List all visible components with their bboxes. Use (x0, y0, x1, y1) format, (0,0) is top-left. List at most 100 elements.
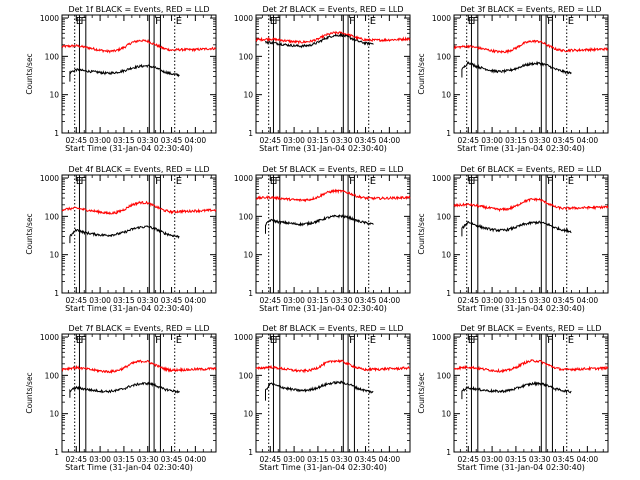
plot-frame (61, 14, 217, 134)
x-tick-label: 03:45 (355, 296, 377, 305)
y-tick-label: 10 (441, 251, 451, 260)
lld-series-line (453, 358, 609, 374)
panel-title: Det 9f BLACK = Events, RED = LLD (460, 324, 601, 333)
y-tick-label: 1000 (234, 174, 253, 183)
x-tick-label: 03:00 (89, 455, 111, 464)
x-tick-label: 03:15 (307, 136, 329, 145)
x-tick-label: 04:00 (379, 296, 401, 305)
x-tick-label: 03:45 (355, 455, 377, 464)
events-series-line (69, 225, 180, 244)
events-series-line (461, 60, 572, 78)
plot-frame (61, 174, 217, 294)
y-tick-label: 1000 (432, 14, 451, 23)
plot-frame (255, 174, 411, 294)
detector-panel-6: Det 6f BLACK = Events, RED = LLD 1 10 100 10… (417, 165, 609, 313)
y-tick-label: 1 (446, 289, 451, 298)
x-tick-label: 03:30 (331, 455, 353, 464)
x-tick-label: 03:15 (505, 455, 527, 464)
x-tick-label: 03:45 (553, 296, 575, 305)
y-tick-label: 100 (239, 212, 254, 221)
y-tick-label: 10 (49, 91, 59, 100)
y-tick-label: 100 (45, 212, 60, 221)
x-tick-label: 03:45 (355, 136, 377, 145)
x-tick-label: 03:30 (331, 296, 353, 305)
y-tick-label: 100 (45, 371, 60, 380)
events-series-line (461, 381, 572, 400)
y-tick-label: 1000 (234, 14, 253, 23)
x-tick-label: 03:45 (161, 136, 183, 145)
detector-panel-2: Det 2f BLACK = Events, RED = LLD 1 10 100 10… (234, 5, 411, 153)
x-tick-label: 03:45 (161, 455, 183, 464)
time-marker-label: E (270, 176, 276, 187)
events-series-line (461, 220, 572, 237)
y-tick-label: 10 (441, 91, 451, 100)
y-tick-label: 100 (45, 52, 60, 61)
y-axis-label: Counts/sec (25, 372, 34, 413)
events-series-line (69, 381, 180, 398)
y-tick-label: 100 (239, 371, 254, 380)
time-marker-label: F (472, 16, 478, 27)
x-axis-label: Start Time (31-Jan-04 02:30:40) (457, 463, 585, 472)
x-axis-label: Start Time (31-Jan-04 02:30:40) (259, 144, 387, 153)
x-tick-label: 03:45 (553, 455, 575, 464)
events-series-line (265, 214, 374, 234)
time-marker-label: E (76, 176, 82, 187)
y-axis-label: Counts/sec (25, 213, 34, 254)
time-marker-label: F (547, 176, 553, 187)
events-series-line (265, 32, 374, 49)
time-marker-label: E (176, 16, 182, 27)
plot-frame (453, 174, 609, 294)
plot-frame (453, 14, 609, 134)
x-axis-label: Start Time (31-Jan-04 02:30:40) (259, 304, 387, 313)
x-tick-label: 02:45 (65, 296, 87, 305)
plot-frame (453, 333, 609, 453)
panel-title: Det 2f BLACK = Events, RED = LLD (262, 5, 403, 14)
y-tick-label: 100 (437, 371, 452, 380)
lld-series-line (255, 358, 411, 374)
plot-frame (255, 333, 411, 453)
time-marker-label: E (270, 16, 276, 27)
events-series-line (69, 63, 180, 82)
lld-series-line (255, 30, 411, 45)
detector-panel-4: Det 4f BLACK = Events, RED = LLD 1 10 100 10… (25, 165, 217, 313)
time-marker-label: F (547, 16, 553, 27)
time-marker-label: F (274, 176, 280, 187)
time-marker-label: E (76, 16, 82, 27)
y-tick-label: 10 (243, 91, 253, 100)
panel-title: Det 5f BLACK = Events, RED = LLD (262, 165, 403, 174)
y-tick-label: 1000 (432, 174, 451, 183)
panel-title: Det 7f BLACK = Events, RED = LLD (68, 324, 209, 333)
x-tick-label: 03:15 (113, 136, 135, 145)
time-marker-label: F (472, 176, 478, 187)
x-tick-label: 03:30 (137, 455, 159, 464)
x-tick-label: 03:00 (481, 136, 503, 145)
y-tick-label: 1 (446, 448, 451, 457)
panel-title: Det 1f BLACK = Events, RED = LLD (68, 5, 209, 14)
x-tick-label: 03:45 (553, 136, 575, 145)
x-tick-label: 03:15 (113, 296, 135, 305)
y-tick-label: 10 (441, 410, 451, 419)
x-axis-label: Start Time (31-Jan-04 02:30:40) (65, 304, 193, 313)
x-tick-label: 03:30 (529, 455, 551, 464)
time-marker-label: E (468, 335, 474, 346)
lld-series-line (61, 359, 217, 375)
panel-title: Det 8f BLACK = Events, RED = LLD (262, 324, 403, 333)
time-marker-label: F (472, 335, 478, 346)
time-marker-label: F (274, 16, 280, 27)
y-tick-label: 1 (54, 448, 59, 457)
x-tick-label: 02:45 (457, 136, 479, 145)
y-tick-label: 1000 (40, 14, 59, 23)
x-tick-label: 03:30 (529, 296, 551, 305)
detector-panel-9: Det 9f BLACK = Events, RED = LLD 1 10 100 10… (417, 324, 609, 472)
time-marker-label: E (370, 176, 376, 187)
x-tick-label: 04:00 (379, 455, 401, 464)
x-tick-label: 02:45 (65, 455, 87, 464)
x-tick-label: 03:00 (481, 296, 503, 305)
x-axis-label: Start Time (31-Jan-04 02:30:40) (457, 304, 585, 313)
y-tick-label: 100 (437, 52, 452, 61)
time-marker-label: E (176, 335, 182, 346)
plot-frame (255, 14, 411, 134)
x-tick-label: 02:45 (457, 455, 479, 464)
detector-panel-1: Det 1f BLACK = Events, RED = LLD 1 10 100 10… (25, 5, 217, 153)
lld-series-line (453, 197, 609, 213)
